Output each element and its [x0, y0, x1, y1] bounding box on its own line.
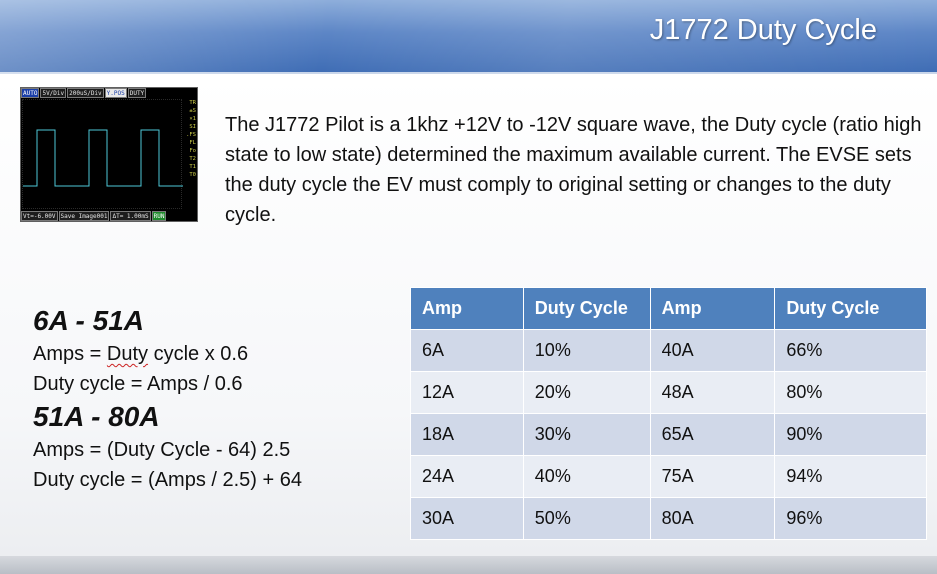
table-cell: 90%	[774, 413, 927, 456]
scope-time-div: 200uS/Div	[67, 88, 104, 98]
header-duty-cycle: Duty Cycle	[522, 287, 651, 330]
scope-run-status: RUN	[151, 211, 167, 221]
table-cell: 65A	[649, 413, 776, 456]
scope-top-bar: AUTO 5V/Div 200uS/Div Y.POS DUTY	[21, 88, 197, 98]
scope-volts-div: 5V/Div	[40, 88, 67, 98]
square-wave-trace	[23, 129, 183, 187]
table-cell: 94%	[774, 455, 927, 498]
formula-amps-low: Amps = Duty cycle x 0.6	[33, 343, 249, 365]
table-cell: 40%	[522, 455, 651, 498]
header-amp: Amp	[410, 287, 524, 330]
formula-duty-low: Duty cycle = Amps / 0.6	[33, 373, 243, 395]
table-row: 24A 40% 75A 94%	[410, 455, 927, 498]
scope-ypos: Y.POS	[104, 88, 127, 98]
table-row: 30A 50% 80A 96%	[410, 497, 927, 540]
scope-save-label: Save Image001	[58, 211, 110, 221]
table-cell: 80%	[774, 371, 927, 414]
scope-delta-t: ΔT= 1.00mS	[110, 211, 151, 221]
scope-display	[22, 99, 183, 209]
header-amp: Amp	[649, 287, 776, 330]
oscilloscope-screenshot: AUTO 5V/Div 200uS/Div Y.POS DUTY TR ±S ×…	[20, 87, 198, 222]
table-cell: 30%	[522, 413, 651, 456]
table-cell: 20%	[522, 371, 651, 414]
table-cell: 10%	[522, 329, 651, 372]
slide-header: J1772 Duty Cycle	[0, 0, 937, 74]
intro-text: The J1772 Pilot is a 1khz +12V to -12V s…	[225, 114, 922, 226]
scope-side-menu: TR ±S ×1 SI .FS FL Fo T2 T1 T0	[186, 100, 196, 178]
table-row: 12A 20% 48A 80%	[410, 371, 927, 414]
formula-block: 6A - 51A Amps = Duty cycle x 0.6 Duty cy…	[33, 303, 393, 495]
table-cell: 18A	[410, 413, 524, 456]
scope-mode-label: AUTO	[21, 88, 40, 98]
table-header-row: Amp Duty Cycle Amp Duty Cycle	[410, 287, 927, 330]
slide-footer-bar	[0, 556, 937, 574]
intro-paragraph: The J1772 Pilot is a 1khz +12V to -12V s…	[225, 110, 925, 230]
table-cell: 30A	[410, 497, 524, 540]
formula-duty-high: Duty cycle = (Amps / 2.5) + 64	[33, 469, 302, 491]
table-cell: 80A	[649, 497, 776, 540]
header-duty-cycle: Duty Cycle	[774, 287, 927, 330]
table-cell: 50%	[522, 497, 651, 540]
table-cell: 12A	[410, 371, 524, 414]
table-cell: 96%	[774, 497, 927, 540]
formula-amps-high: Amps = (Duty Cycle - 64) 2.5	[33, 439, 291, 461]
table-row: 6A 10% 40A 66%	[410, 329, 927, 372]
scope-bottom-bar: Vt=-6.00V Save Image001 ΔT= 1.00mS RUN	[21, 211, 197, 221]
table-cell: 6A	[410, 329, 524, 372]
table-cell: 40A	[649, 329, 776, 372]
scope-measure: DUTY	[127, 88, 147, 98]
range-heading-low: 6A - 51A	[33, 305, 145, 336]
duty-cycle-table: Amp Duty Cycle Amp Duty Cycle 6A 10% 40A…	[410, 287, 927, 540]
table-cell: 24A	[410, 455, 524, 498]
table-cell: 75A	[649, 455, 776, 498]
header-sheen	[0, 0, 937, 74]
table-cell: 66%	[774, 329, 927, 372]
scope-voltage-readout: Vt=-6.00V	[21, 211, 58, 221]
slide-title: J1772 Duty Cycle	[649, 14, 877, 46]
range-heading-high: 51A - 80A	[33, 401, 160, 432]
table-row: 18A 30% 65A 90%	[410, 413, 927, 456]
table-cell: 48A	[649, 371, 776, 414]
